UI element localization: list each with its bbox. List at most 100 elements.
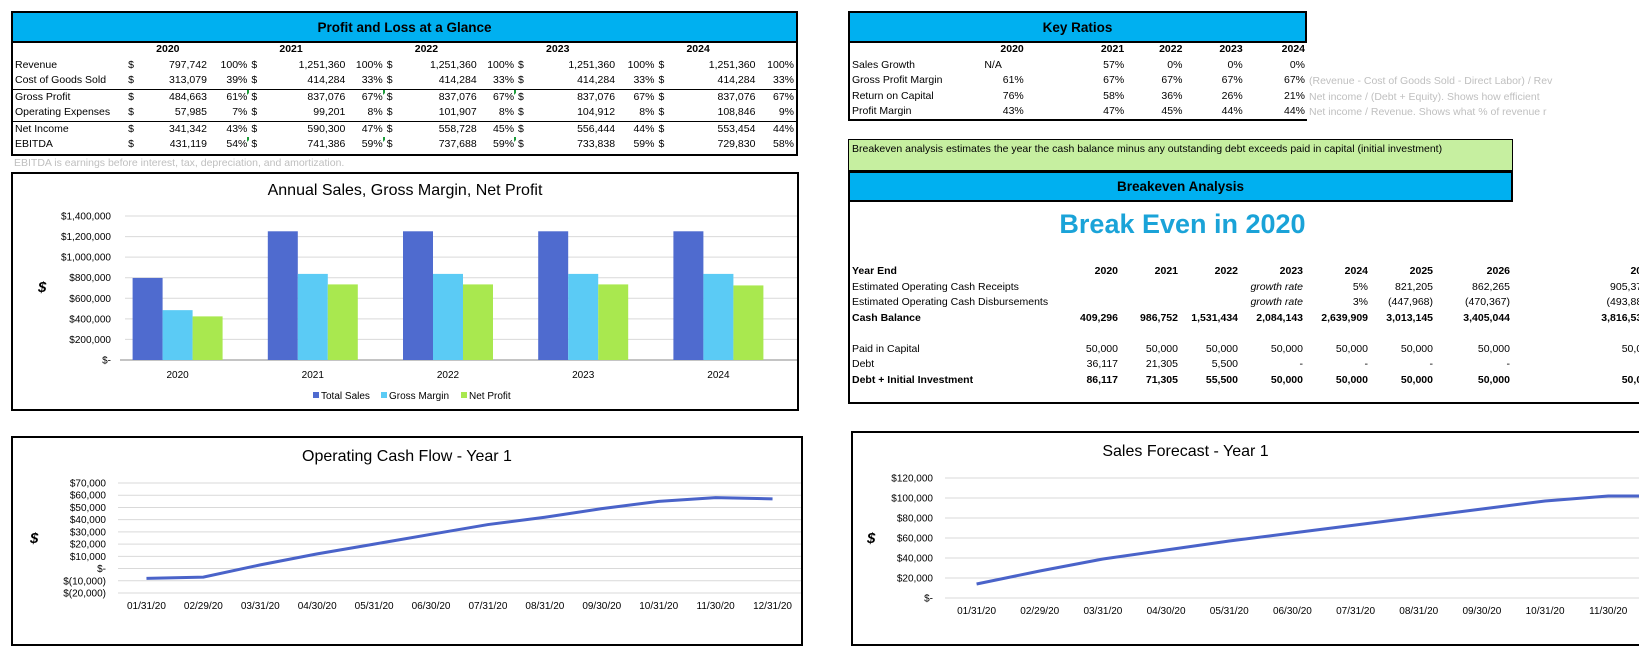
breakeven-value: 2025 bbox=[1409, 265, 1433, 278]
ratios-value: 0% bbox=[1289, 58, 1305, 71]
y-tick-label: $20,000 bbox=[70, 540, 107, 551]
pl-currency: $ bbox=[658, 58, 665, 71]
breakeven-row-label: Year End bbox=[852, 265, 897, 278]
pl-amount: 341,342 bbox=[138, 120, 209, 137]
pl-table: 2020 2021 2022 2023 2024 Revenue $797,742 100%… bbox=[13, 42, 796, 153]
pl-row-label: Gross Profit bbox=[13, 88, 127, 105]
y-tick-label: $1,400,000 bbox=[61, 212, 111, 223]
ratios-value: 0% bbox=[1227, 58, 1243, 71]
pl-percent: 43% bbox=[208, 120, 250, 137]
breakeven-value: 50,000 bbox=[1270, 373, 1303, 386]
ratios-value: 58% bbox=[1103, 89, 1125, 102]
breakeven-value: 2020 bbox=[1094, 265, 1118, 278]
bar-net-profit bbox=[733, 285, 764, 360]
ratios-row: Return on Capital 76% 58% 36% 26% 21% bbox=[850, 89, 1307, 105]
breakeven-value: 50,000 bbox=[1085, 342, 1118, 355]
pl-header: Profit and Loss at a Glance bbox=[11, 11, 798, 43]
ratios-table: 2020 2021 2022 2023 2024 Sales Growth N/A 57% 0… bbox=[850, 42, 1307, 120]
pl-amount: 57,985 bbox=[174, 106, 207, 119]
pl-row-label: EBITDA bbox=[15, 138, 53, 151]
breakeven-value: 2024 bbox=[1344, 265, 1368, 278]
breakeven-row-label: Cash Balance bbox=[852, 311, 921, 324]
pl-currency: $ bbox=[658, 106, 665, 119]
bar-gross-margin bbox=[433, 273, 463, 360]
ratios-value: 45% bbox=[1161, 105, 1183, 118]
breakeven-row: Estimated Operating Cash Receipts growth … bbox=[850, 280, 1639, 296]
breakeven-value: 71,305 bbox=[1145, 373, 1178, 386]
pl-amount: 797,742 bbox=[169, 58, 207, 71]
breakeven-value bbox=[1120, 280, 1180, 296]
ratios-note: (Revenue - Cost of Goods Sold - Direct L… bbox=[1309, 75, 1553, 87]
bar-gross-margin bbox=[703, 273, 734, 360]
y-tick-label: $20,000 bbox=[897, 574, 934, 585]
ratios-value: N/A bbox=[984, 58, 1002, 71]
pl-currency: $ bbox=[516, 88, 529, 105]
breakeven-value: 3,405,044 bbox=[1463, 311, 1510, 324]
x-tick-label: 2020 bbox=[166, 370, 189, 381]
y-tick-label: $- bbox=[102, 356, 111, 367]
y-tick-label: $50,000 bbox=[70, 503, 107, 514]
y-tick-label: $200,000 bbox=[69, 335, 111, 346]
pl-amount: 484,663 bbox=[138, 88, 209, 105]
breakeven-row-label: Paid in Capital bbox=[852, 342, 920, 355]
x-tick-label: 05/31/20 bbox=[355, 601, 394, 612]
ratios-value: 21% bbox=[1283, 89, 1305, 102]
y-tick-label: $1,200,000 bbox=[61, 232, 111, 243]
pl-currency: $ bbox=[386, 58, 393, 71]
pl-percent: 33% bbox=[361, 74, 383, 87]
x-tick-label: 07/31/20 bbox=[468, 601, 507, 612]
ratios-value: 67% bbox=[1283, 74, 1305, 87]
breakeven-box: Break Even in 2020 Year End 2020 2021 2022 2… bbox=[848, 201, 1639, 404]
pl-row-label: Cost of Goods Sold bbox=[15, 74, 107, 87]
breakeven-row: Debt + Initial Investment 86,117 71,305 55,… bbox=[850, 373, 1639, 389]
pl-percent: 58% bbox=[772, 138, 794, 151]
breakeven-value: - bbox=[1429, 358, 1434, 371]
breakeven-value: 55,500 bbox=[1205, 373, 1238, 386]
ratios-value: 61% bbox=[1002, 74, 1024, 87]
pl-percent: 100% bbox=[220, 58, 248, 71]
breakeven-row-label: Estimated Operating Cash Receipts bbox=[852, 280, 1019, 293]
pl-amount: 414,284 bbox=[307, 74, 346, 87]
legend-swatch bbox=[381, 392, 387, 398]
pl-currency: $ bbox=[516, 120, 529, 137]
pl-currency: $ bbox=[518, 106, 524, 119]
bar-net-profit bbox=[192, 316, 223, 360]
breakeven-value: 50,00 bbox=[1621, 373, 1639, 386]
ratios-value: 44% bbox=[1283, 105, 1305, 118]
pl-percent: 7% bbox=[232, 106, 248, 119]
pl-table-box: 2020 2021 2022 2023 2024 Revenue $797,742 100%… bbox=[11, 42, 798, 156]
breakeven-value: 2,639,909 bbox=[1321, 311, 1368, 324]
annual-chart-title: Annual Sales, Gross Margin, Net Profit bbox=[267, 182, 543, 199]
breakeven-value: - bbox=[1364, 358, 1369, 371]
x-tick-label: 09/30/20 bbox=[1462, 606, 1501, 617]
pl-currency: $ bbox=[384, 88, 397, 105]
breakeven-row: Estimated Operating Cash Disbursements gr… bbox=[850, 295, 1639, 311]
bar-total-sales bbox=[403, 231, 433, 360]
x-tick-label: 03/31/20 bbox=[241, 601, 280, 612]
x-tick-label: 08/31/20 bbox=[1399, 606, 1438, 617]
breakeven-value: 986,752 bbox=[1140, 311, 1178, 324]
pl-currency: $ bbox=[128, 138, 134, 151]
ratios-year-2024: 2024 bbox=[1281, 43, 1305, 56]
pl-row: Operating Expenses $57,985 7% $99,201 8% $101… bbox=[13, 105, 796, 121]
ratios-row: Sales Growth N/A 57% 0% 0% 0% bbox=[850, 58, 1307, 74]
breakeven-value: 2022 bbox=[1214, 265, 1238, 278]
pl-amount: 837,076 bbox=[261, 88, 348, 105]
pl-currency: $ bbox=[518, 58, 524, 71]
breakeven-value: 50,00 bbox=[1621, 342, 1639, 355]
pl-row: Cost of Goods Sold $313,079 39% $414,284 33%… bbox=[13, 73, 796, 89]
y-tick-label: $100,000 bbox=[891, 494, 933, 505]
breakeven-header: Breakeven Analysis bbox=[848, 171, 1513, 202]
ratios-value: 26% bbox=[1221, 89, 1243, 102]
pl-percent: 100% bbox=[627, 58, 655, 71]
pl-percent: 100% bbox=[767, 58, 794, 71]
ratios-value: 67% bbox=[1103, 74, 1125, 87]
breakeven-value: 50,000 bbox=[1400, 342, 1433, 355]
pl-amount: 1,251,360 bbox=[429, 58, 477, 71]
breakeven-value: 36,117 bbox=[1086, 358, 1118, 371]
pl-percent: 59% bbox=[347, 137, 385, 153]
breakeven-value: 821,205 bbox=[1395, 280, 1433, 293]
pl-percent: 39% bbox=[226, 74, 248, 87]
breakeven-value: 86,117 bbox=[1086, 373, 1118, 386]
